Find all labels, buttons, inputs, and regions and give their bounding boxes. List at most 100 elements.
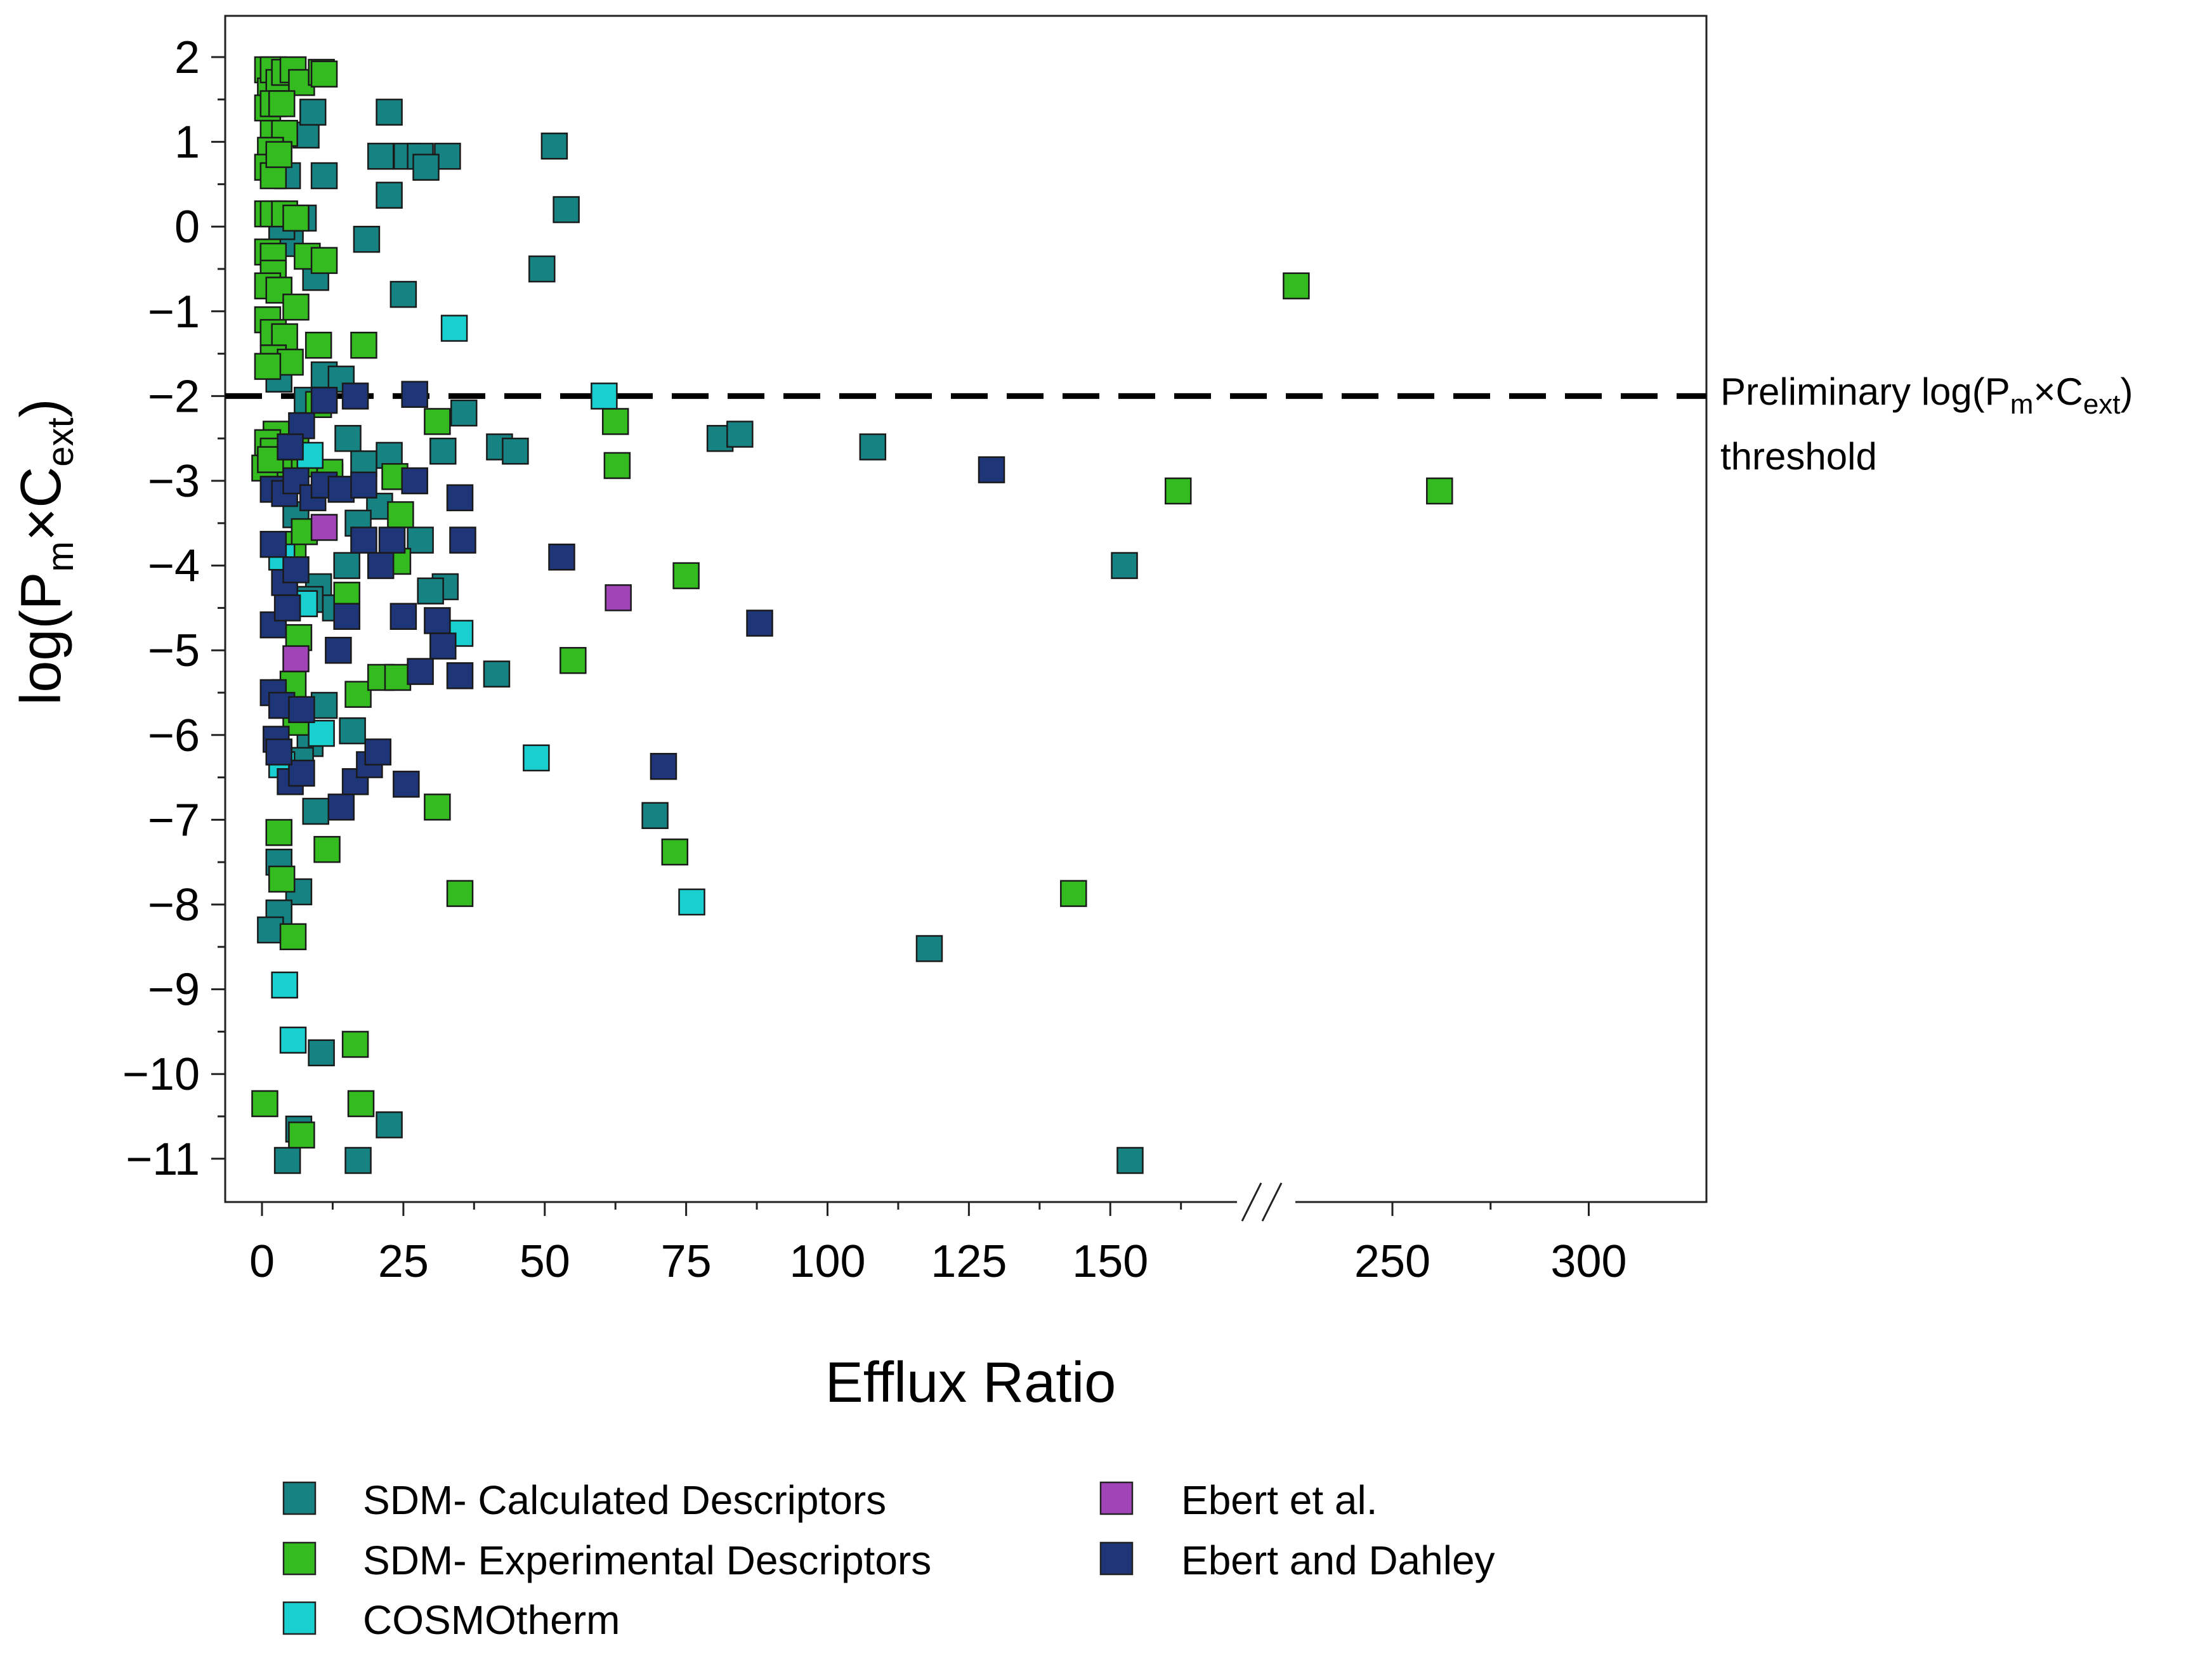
data-point-series-0 bbox=[540, 133, 568, 160]
y-tick-label: 0 bbox=[174, 202, 200, 252]
data-point-series-4 bbox=[277, 433, 304, 461]
data-point-series-0 bbox=[302, 797, 329, 825]
data-point-series-4 bbox=[350, 526, 377, 554]
x-tick-label: 250 bbox=[1354, 1236, 1430, 1287]
data-point-series-0 bbox=[450, 399, 478, 427]
data-point-series-0 bbox=[376, 98, 403, 126]
legend-label-cosmotherm: COSMOtherm bbox=[363, 1597, 620, 1643]
data-point-series-4 bbox=[367, 552, 395, 579]
x-tick-label: 25 bbox=[378, 1236, 429, 1287]
legend-label-ebert-dahley: Ebert and Dahley bbox=[1181, 1538, 1495, 1583]
threshold-label-line1: Preliminary log(Pm×Cext) bbox=[1720, 370, 2133, 420]
data-point-series-4 bbox=[378, 526, 406, 554]
y-axis: 2 1 0 −1 −2 −3 −4 −5 −6 −7 −8 −9 −10 −11 bbox=[122, 32, 225, 1185]
y-tick-label: −3 bbox=[148, 456, 200, 507]
x-tick-label: 75 bbox=[661, 1236, 712, 1287]
data-point-series-1 bbox=[265, 819, 292, 846]
data-point-series-0 bbox=[1116, 1147, 1144, 1174]
data-point-series-0 bbox=[299, 98, 327, 126]
y-tick-label: −9 bbox=[148, 965, 200, 1016]
data-point-series-1 bbox=[446, 880, 474, 907]
x-tick-label: 50 bbox=[520, 1236, 570, 1287]
data-point-series-4 bbox=[389, 603, 417, 630]
data-point-series-2 bbox=[308, 719, 335, 747]
data-points bbox=[251, 56, 1453, 1174]
data-point-series-1 bbox=[341, 1031, 369, 1058]
data-point-series-1 bbox=[424, 794, 451, 821]
data-point-series-4 bbox=[327, 476, 355, 503]
x-tick-label: 100 bbox=[789, 1236, 865, 1287]
y-title-mid: ×C bbox=[10, 467, 73, 542]
x-axis-title: Efflux Ratio bbox=[825, 1351, 1116, 1415]
data-point-series-0 bbox=[339, 717, 366, 745]
data-point-series-4 bbox=[273, 594, 301, 622]
y-tick-label: 2 bbox=[174, 32, 200, 83]
x-axis: 0 25 50 75 100 125 150 250 300 bbox=[249, 1202, 1627, 1287]
y-tick-label: −4 bbox=[148, 541, 200, 592]
data-point-series-0 bbox=[308, 1039, 335, 1067]
data-point-series-1 bbox=[1283, 272, 1310, 299]
data-point-series-4 bbox=[401, 467, 428, 495]
data-point-series-1 bbox=[384, 663, 412, 691]
data-point-series-1 bbox=[350, 331, 377, 359]
y-tick-label: −10 bbox=[122, 1049, 200, 1100]
y-tick-label: −2 bbox=[148, 371, 200, 422]
threshold-label-sub-ext: ext bbox=[2083, 389, 2121, 420]
data-point-series-1 bbox=[347, 1090, 375, 1118]
data-point-series-0 bbox=[376, 181, 403, 209]
data-point-series-2 bbox=[523, 744, 550, 772]
data-point-series-4 bbox=[364, 738, 392, 766]
data-point-series-4 bbox=[282, 556, 310, 584]
x-tick-label: 125 bbox=[931, 1236, 1007, 1287]
data-point-series-4 bbox=[650, 752, 677, 780]
data-point-series-2 bbox=[440, 315, 468, 342]
data-point-series-3 bbox=[310, 514, 338, 541]
data-point-series-1 bbox=[601, 408, 629, 435]
data-point-series-0 bbox=[1111, 552, 1138, 579]
y-title-prefix: log(P bbox=[10, 572, 73, 705]
data-point-series-1 bbox=[1426, 477, 1453, 505]
threshold-label-mid: ×C bbox=[2033, 370, 2083, 413]
plot-frame bbox=[224, 15, 1708, 1203]
data-point-series-0 bbox=[353, 225, 381, 253]
data-point-series-4 bbox=[407, 658, 434, 685]
data-point-series-1 bbox=[265, 141, 292, 168]
x-tick-label: 150 bbox=[1072, 1236, 1148, 1287]
data-point-series-1 bbox=[277, 348, 304, 376]
data-point-series-4 bbox=[265, 738, 292, 766]
data-point-series-4 bbox=[288, 696, 315, 723]
data-point-series-0 bbox=[257, 916, 284, 944]
threshold-label-line2: threshold bbox=[1720, 435, 1877, 478]
data-point-series-0 bbox=[417, 577, 444, 604]
legend-swatch-ebert-dahley bbox=[1099, 1541, 1134, 1576]
data-point-series-0 bbox=[310, 691, 338, 719]
data-point-series-0 bbox=[859, 433, 887, 461]
data-point-series-0 bbox=[389, 280, 417, 308]
y-tick-label: −5 bbox=[148, 625, 200, 676]
threshold-label-suffix: ) bbox=[2121, 370, 2133, 413]
data-point-series-1 bbox=[310, 60, 338, 88]
legend-swatch-calculated bbox=[282, 1481, 317, 1515]
data-point-series-1 bbox=[254, 353, 282, 380]
data-point-series-0 bbox=[344, 1147, 372, 1174]
data-point-series-4 bbox=[341, 382, 369, 410]
data-point-series-1 bbox=[672, 562, 700, 589]
data-point-series-4 bbox=[350, 471, 377, 499]
data-point-series-4 bbox=[327, 794, 355, 821]
data-point-series-3 bbox=[282, 645, 310, 672]
y-tick-label: −11 bbox=[126, 1134, 200, 1185]
data-point-series-1 bbox=[282, 293, 310, 321]
data-point-series-1 bbox=[310, 247, 338, 274]
data-point-series-1 bbox=[313, 835, 341, 863]
data-point-series-4 bbox=[310, 386, 338, 414]
data-point-series-4 bbox=[449, 526, 476, 554]
y-title-suffix: ) bbox=[10, 398, 73, 417]
data-point-series-4 bbox=[424, 607, 451, 634]
data-point-series-1 bbox=[251, 1090, 278, 1118]
data-point-series-0 bbox=[333, 552, 360, 579]
data-point-series-4 bbox=[393, 771, 420, 798]
y-tick-label: −7 bbox=[148, 795, 200, 846]
data-point-series-0 bbox=[273, 1147, 301, 1174]
y-tick-label: −6 bbox=[148, 710, 200, 761]
data-point-series-0 bbox=[528, 255, 556, 283]
